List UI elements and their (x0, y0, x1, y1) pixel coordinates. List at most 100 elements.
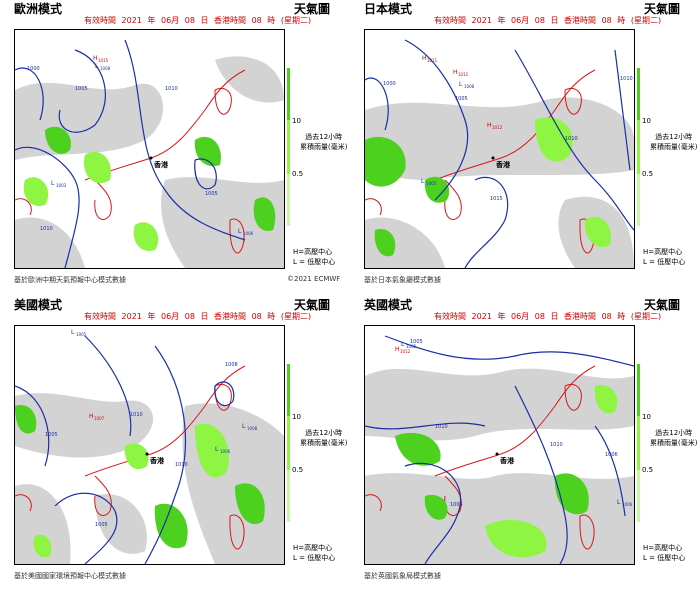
rainfall-colorbar (287, 68, 290, 226)
isobar-label: 1010 (565, 136, 578, 142)
rain-area (584, 216, 611, 248)
valid-day-unit: 日 (550, 16, 559, 25)
colorbar-tick-10: 10 (292, 117, 301, 125)
valid-year: 2021 (121, 312, 142, 321)
rainfall-label: 過去12小時 累積雨量(毫米) (300, 132, 347, 152)
low-pressure-label: L (71, 329, 75, 336)
coastline (84, 69, 246, 181)
hong-kong-label: 香港 (149, 456, 165, 465)
valid-weekday: (星期二) (630, 16, 662, 25)
hk-time-label: 香港時間 (564, 312, 597, 321)
rain-area (554, 473, 589, 515)
rain-area (374, 229, 396, 257)
isobar (84, 335, 132, 437)
pressure-legend: H=高壓中心 L = 低壓中心 (643, 543, 685, 563)
colorbar-medium (287, 120, 290, 174)
pressure-legend: H=高壓中心 L = 低壓中心 (293, 247, 335, 267)
isobar-label: 1006 (605, 452, 618, 458)
coastline (229, 218, 245, 254)
model-source: 基於歐洲中期天氣預報中心模式數據 (14, 276, 126, 284)
rainfall-colorbar (637, 68, 640, 226)
colorbar-tick-10: 10 (642, 117, 651, 125)
isobar-label: 1005 (205, 191, 218, 197)
rain-area (133, 222, 159, 251)
isobar-label: 1015 (490, 196, 503, 202)
cloud-area (15, 217, 85, 268)
valid-day-unit: 日 (200, 312, 209, 321)
model-source: 基於日本氣象廳模式數據 (364, 276, 441, 284)
rainfall-label-line2: 累積雨量(毫米) (300, 439, 348, 447)
isobar (365, 77, 389, 131)
model-source: 基於美國國家環境預報中心模式數據 (14, 572, 126, 580)
isobar (194, 158, 217, 190)
forecast-map[interactable]: 1005 1010 1010 1005 1006 H 1012 L 1005 L 1006 香港 (364, 325, 635, 565)
isobar-label: 1010 (175, 462, 188, 468)
rainfall-label: 過去12小時 累積雨量(毫米) (650, 132, 697, 152)
valid-label: 有效時間 (434, 312, 466, 321)
cloud-area (365, 368, 634, 441)
model-source: 基於英國氣象局模式數據 (364, 572, 441, 580)
forecast-map[interactable]: 1005 1010 1010 1005 1008 H 1007 L 1005 L 1006 L 1008… (14, 325, 285, 565)
low-pressure-label: L (459, 81, 463, 88)
coastline (365, 494, 382, 512)
low-pressure-value: 1008 (464, 84, 475, 89)
coastline (15, 198, 32, 216)
high-pressure-value: 1012 (492, 125, 503, 130)
model-panel-2: 日本模式 天氣圖 有效時間 2021 年 06月 08 日 香港時間 08 時 … (350, 0, 700, 296)
model-copyright: ©2021 ECMWF (287, 275, 341, 283)
hong-kong-marker (495, 452, 499, 456)
colorbar-light (287, 470, 290, 522)
valid-day: 08 (184, 16, 195, 25)
valid-time: 有效時間 2021 年 06月 08 日 香港時間 08 時 (星期二) (84, 311, 314, 322)
rain-area (253, 197, 276, 231)
high-pressure-value: 1011 (458, 72, 469, 77)
valid-month: 06月 (511, 16, 530, 25)
valid-label: 有效時間 (84, 312, 116, 321)
coastline (94, 179, 112, 220)
coastline (579, 514, 595, 550)
legend-low: L = 低壓中心 (293, 258, 336, 266)
pressure-legend: H=高壓中心 L = 低壓中心 (643, 247, 685, 267)
valid-day: 08 (184, 312, 195, 321)
valid-time: 有效時間 2021 年 06月 08 日 香港時間 08 時 (星期二) (434, 15, 664, 26)
rainfall-label: 過去12小時 累積雨量(毫米) (300, 428, 347, 448)
colorbar-medium (637, 120, 640, 174)
rainfall-colorbar (287, 364, 290, 522)
model-panel-1: 歐洲模式 天氣圖 有效時間 2021 年 06月 08 日 香港時間 08 時 … (0, 0, 350, 296)
colorbar-medium (287, 416, 290, 470)
isobar (464, 176, 509, 268)
valid-hour-unit: 時 (267, 312, 276, 321)
cloud-area (365, 97, 634, 180)
model-panel-3: 美國模式 天氣圖 有效時間 2021 年 06月 08 日 香港時間 08 時 … (0, 296, 350, 592)
forecast-map[interactable]: 1000 1005 1010 1010 1005 H 1015 L 1008 L 1003 L 1006… (14, 29, 285, 269)
model-title: 日本模式 (364, 2, 413, 16)
legend-high: H=高壓中心 (293, 248, 333, 256)
high-pressure-label: H (422, 55, 427, 62)
valid-year-unit: 年 (497, 16, 506, 25)
valid-year-unit: 年 (147, 312, 156, 321)
colorbar-tick-05: 0.5 (642, 170, 654, 178)
forecast-map[interactable]: 1000 1005 1010 1015 1010 H 1011 H 1011 H 1012 L 1008… (364, 29, 635, 269)
isobar (514, 385, 568, 564)
weather-map-label: 天氣圖 (643, 2, 680, 16)
isobar-label: 1010 (620, 76, 633, 82)
valid-weekday: (星期二) (630, 312, 662, 321)
isobar-label: 1010 (550, 442, 563, 448)
valid-label: 有效時間 (84, 16, 116, 25)
legend-high: H=高壓中心 (643, 544, 683, 552)
colorbar-tick-10: 10 (642, 413, 651, 421)
rain-area (23, 177, 49, 206)
isobar-label: 1005 (45, 432, 58, 438)
isobar-label: 1000 (27, 66, 40, 72)
coastline (94, 475, 112, 516)
valid-year-unit: 年 (147, 16, 156, 25)
rainfall-label-line1: 過去12小時 (655, 133, 693, 141)
isobar (15, 385, 50, 467)
low-pressure-label: L (421, 178, 425, 185)
valid-weekday: (星期二) (280, 16, 312, 25)
model-panel-4: 英國模式 天氣圖 有效時間 2021 年 06月 08 日 香港時間 08 時 … (350, 296, 700, 592)
low-pressure-value: 1005 (76, 332, 87, 337)
low-pressure-label: L (238, 228, 242, 235)
rainfall-label: 過去12小時 累積雨量(毫米) (650, 428, 697, 448)
